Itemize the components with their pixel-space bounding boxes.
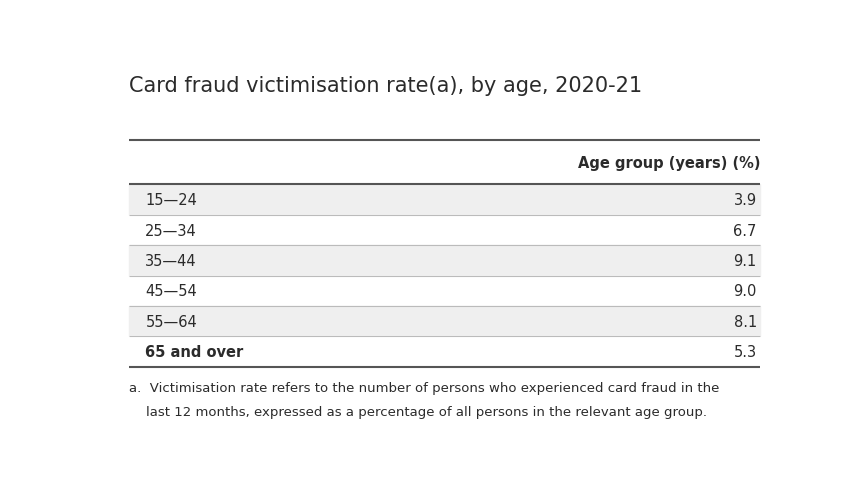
Text: 9.0: 9.0 bbox=[733, 284, 757, 299]
Text: 55—64: 55—64 bbox=[146, 314, 197, 329]
Bar bbox=[128, 306, 760, 336]
Text: Card fraud victimisation rate(a), by age, 2020-21: Card fraud victimisation rate(a), by age… bbox=[128, 76, 642, 96]
Text: 9.1: 9.1 bbox=[733, 253, 757, 268]
Text: 6.7: 6.7 bbox=[733, 223, 757, 238]
Text: last 12 months, expressed as a percentage of all persons in the relevant age gro: last 12 months, expressed as a percentag… bbox=[128, 405, 707, 418]
Text: a.  Victimisation rate refers to the number of persons who experienced card frau: a. Victimisation rate refers to the numb… bbox=[128, 381, 719, 394]
Text: 25—34: 25—34 bbox=[146, 223, 197, 238]
Bar bbox=[128, 141, 760, 185]
Bar bbox=[128, 246, 760, 276]
Text: 35—44: 35—44 bbox=[146, 253, 197, 268]
Bar bbox=[128, 216, 760, 246]
Text: 45—54: 45—54 bbox=[146, 284, 197, 299]
Text: Age group (years) (%): Age group (years) (%) bbox=[577, 156, 760, 170]
Text: 8.1: 8.1 bbox=[733, 314, 757, 329]
Bar bbox=[128, 276, 760, 306]
Text: 5.3: 5.3 bbox=[733, 344, 757, 360]
Bar bbox=[128, 185, 760, 216]
Bar bbox=[128, 336, 760, 367]
Text: 65 and over: 65 and over bbox=[146, 344, 244, 360]
Text: 15—24: 15—24 bbox=[146, 193, 197, 208]
Text: 3.9: 3.9 bbox=[733, 193, 757, 208]
